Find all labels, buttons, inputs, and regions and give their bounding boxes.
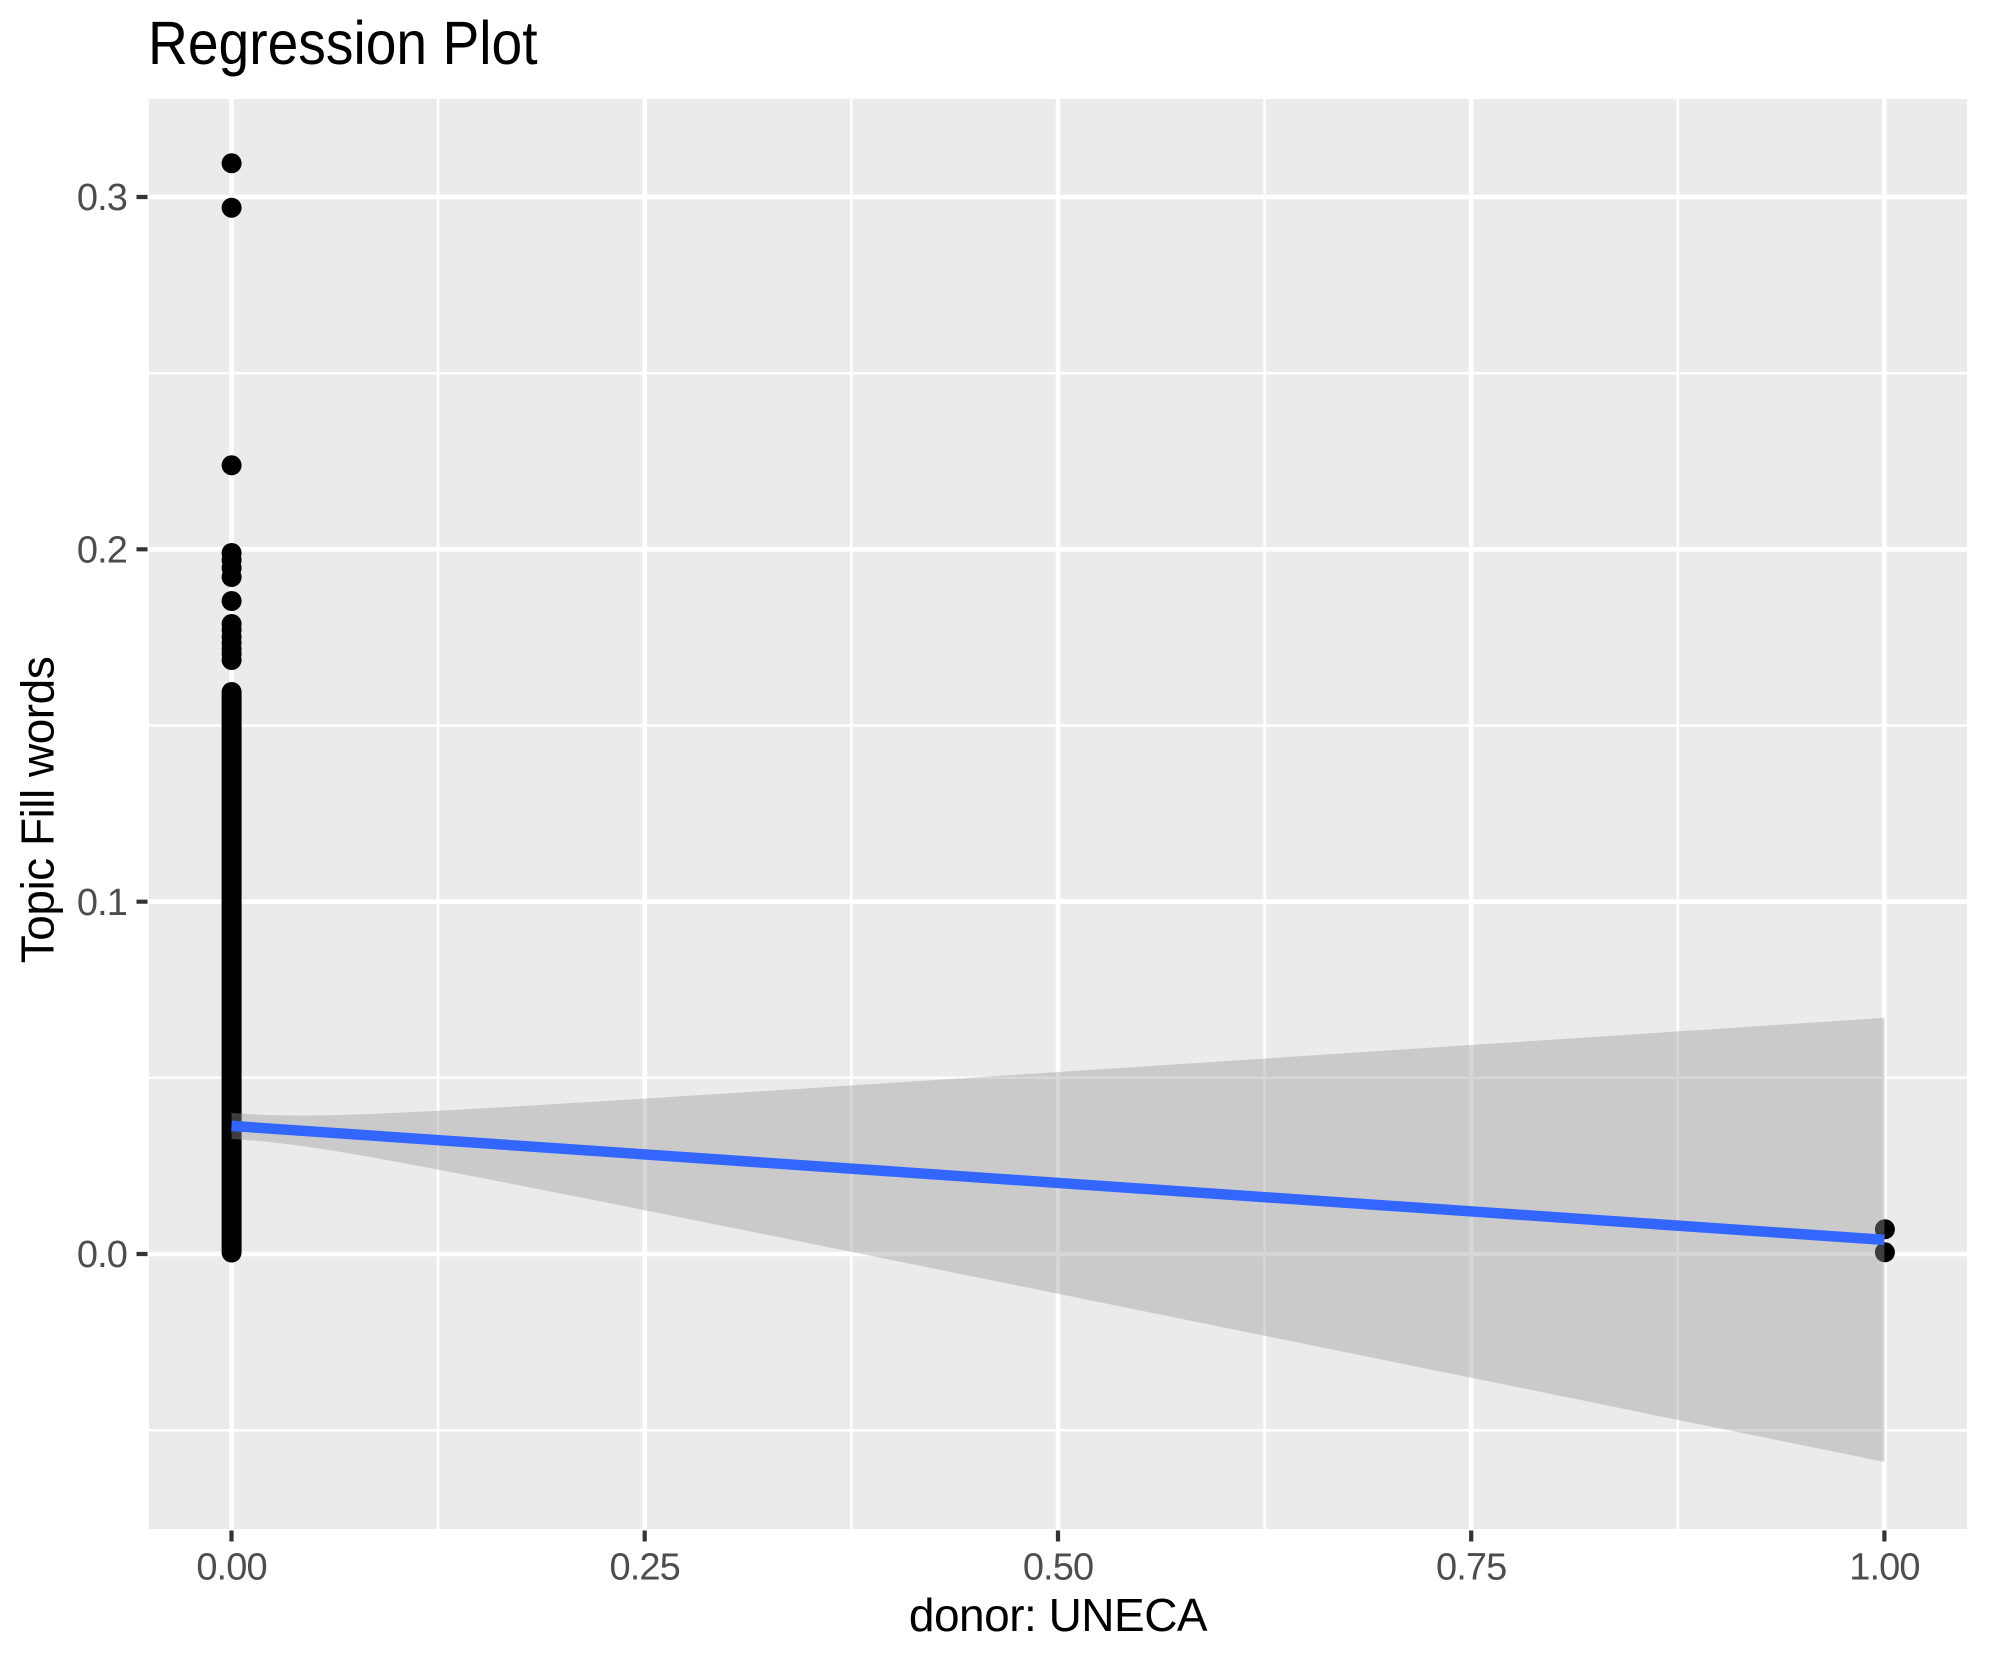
svg-text:Topic Fill words: Topic Fill words bbox=[12, 657, 64, 963]
svg-text:0.25: 0.25 bbox=[610, 1546, 680, 1588]
svg-text:0.50: 0.50 bbox=[1023, 1546, 1093, 1588]
svg-text:donor: UNECA: donor: UNECA bbox=[909, 1589, 1208, 1641]
svg-text:0.75: 0.75 bbox=[1436, 1546, 1506, 1588]
svg-text:0.3: 0.3 bbox=[77, 177, 127, 219]
svg-text:Regression Plot: Regression Plot bbox=[148, 9, 538, 77]
svg-text:0.2: 0.2 bbox=[77, 529, 127, 571]
svg-text:0.0: 0.0 bbox=[77, 1234, 127, 1276]
svg-text:0.00: 0.00 bbox=[196, 1546, 266, 1588]
svg-text:0.1: 0.1 bbox=[77, 882, 127, 924]
svg-text:1.00: 1.00 bbox=[1849, 1546, 1919, 1588]
